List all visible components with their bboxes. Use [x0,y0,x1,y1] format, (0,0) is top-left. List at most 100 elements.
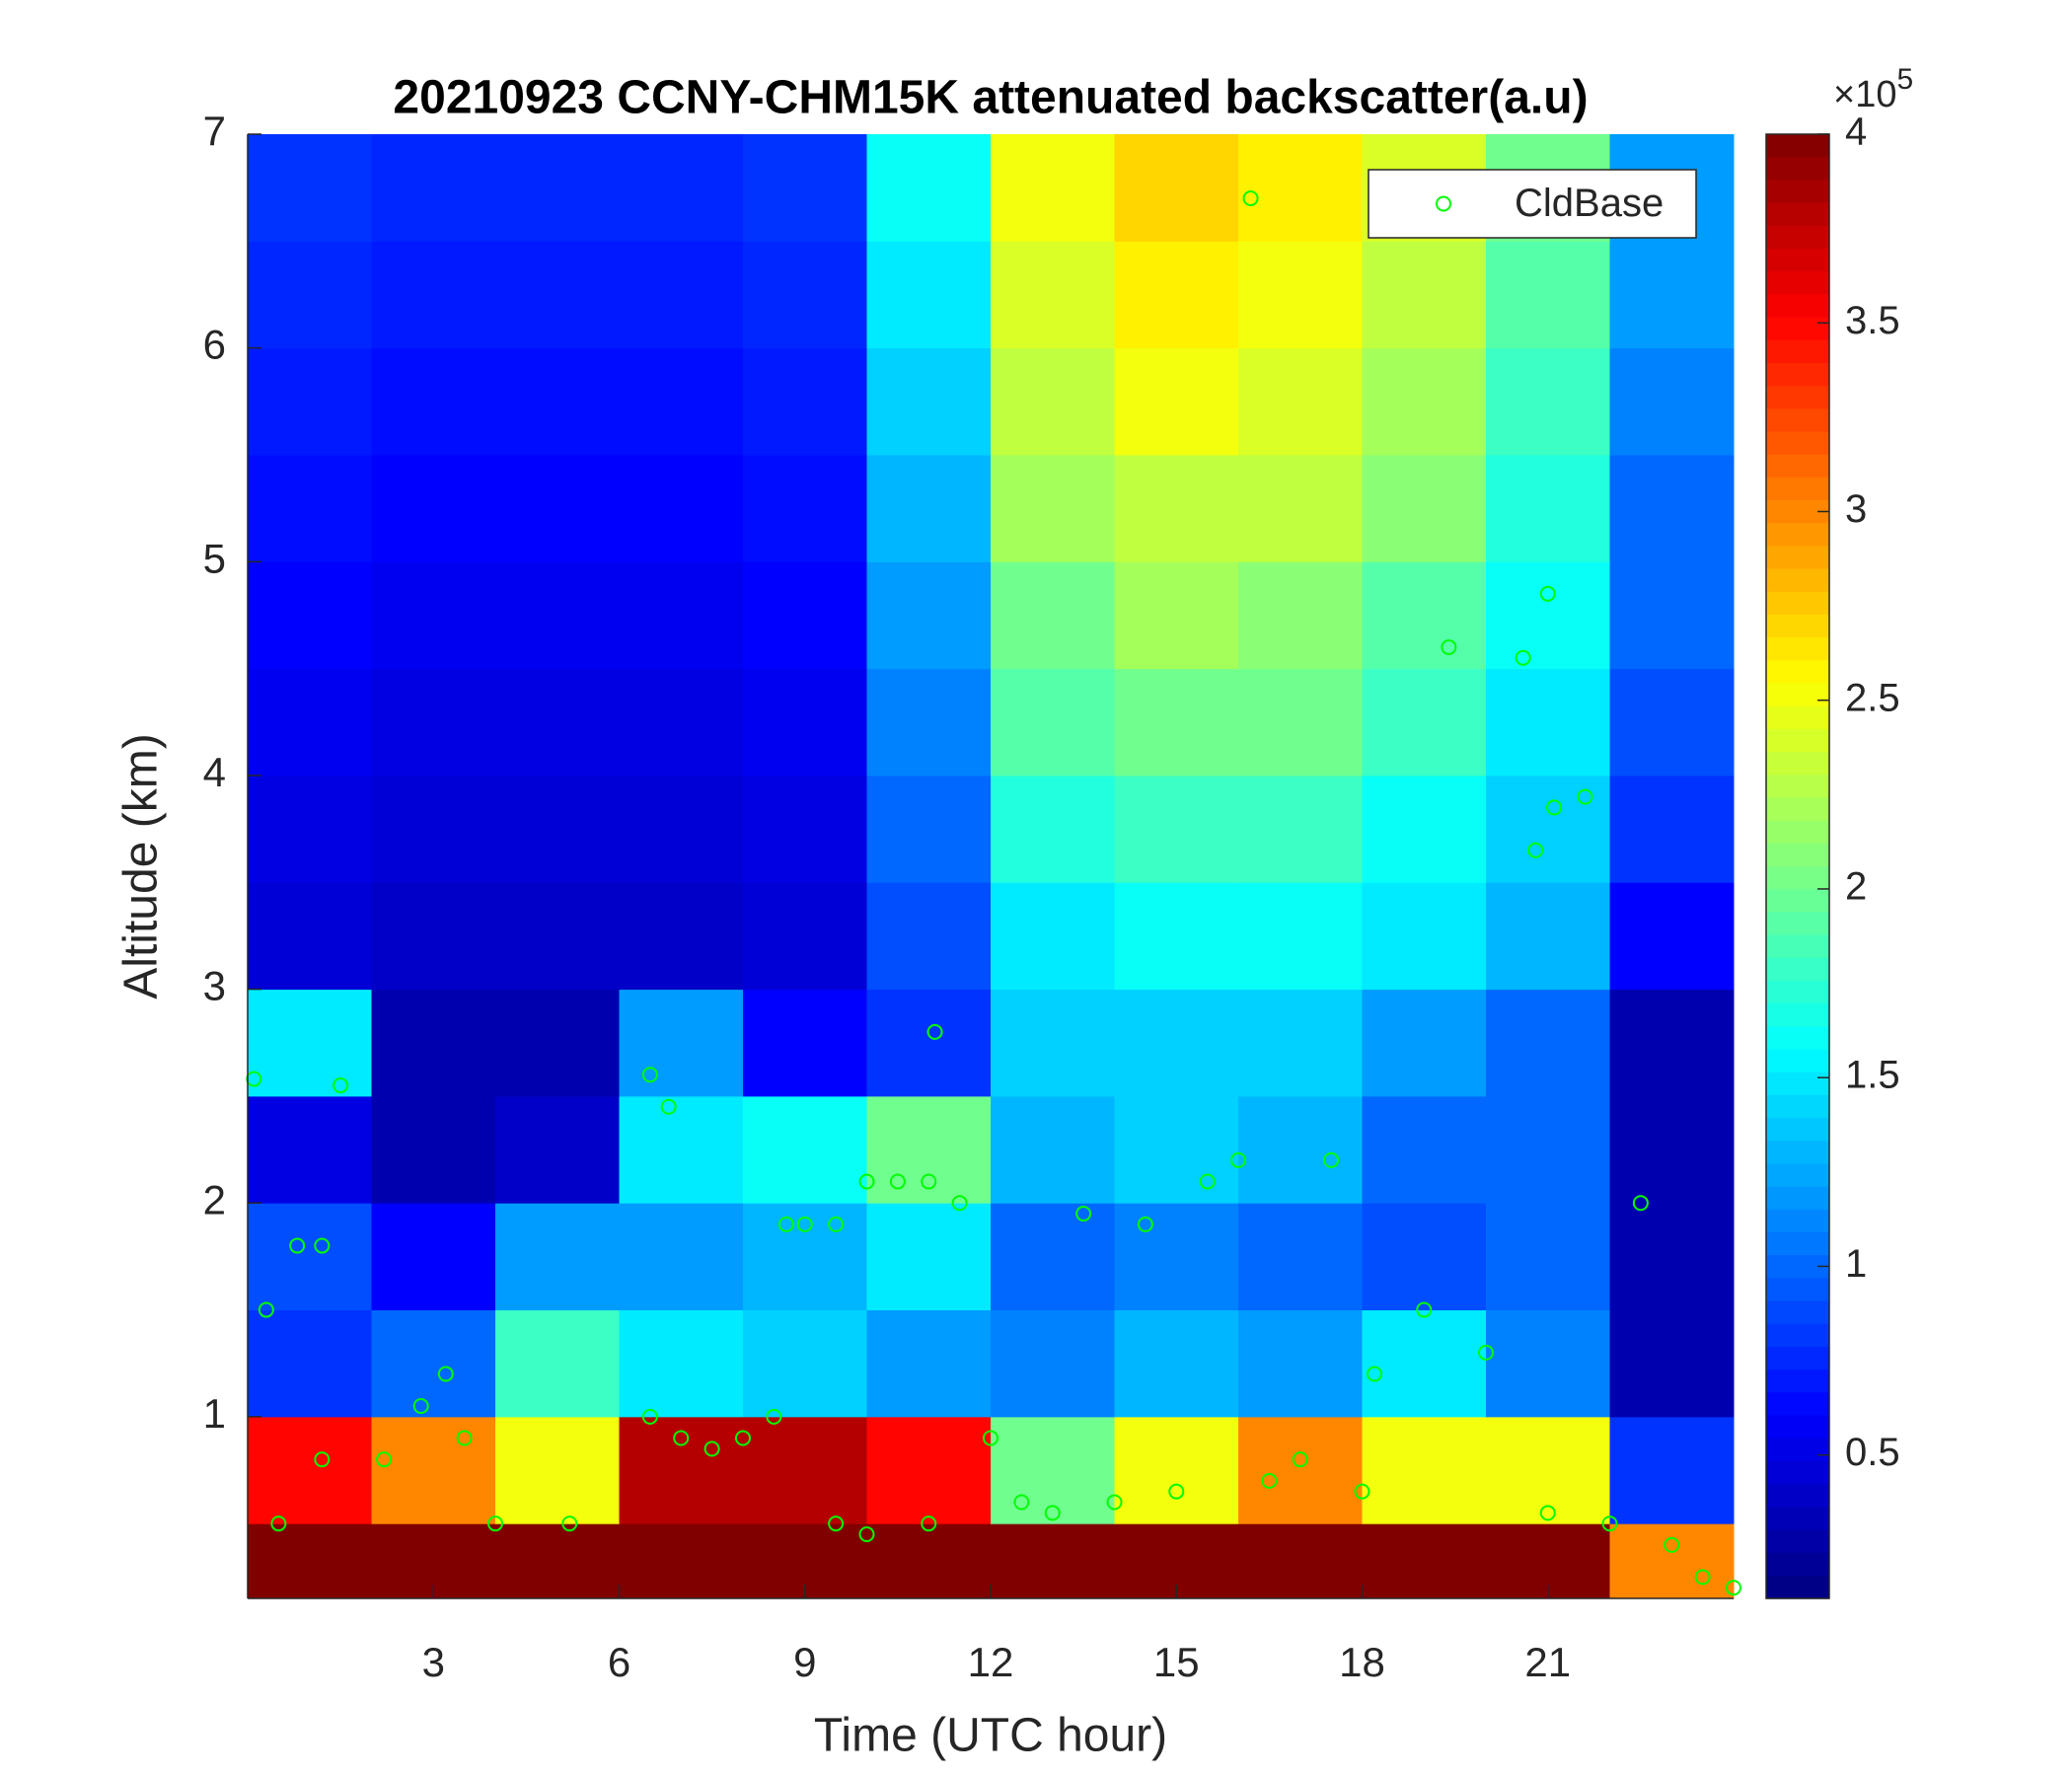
cloud-base-point [1441,638,1457,655]
heatmap-cell [495,668,620,777]
heatmap-cell [1238,668,1363,777]
x-tick-label: 9 [793,1639,816,1685]
heatmap-cell [371,241,496,349]
heatmap-cell [371,775,496,883]
cloud-base-point [1013,1494,1030,1511]
heatmap-cell [1238,1523,1363,1599]
heatmap-cell [743,561,867,670]
heatmap-cell [1114,668,1239,777]
colorbar-segment [1766,1141,1829,1165]
cloud-base-point [1539,1505,1556,1521]
colorbar-segment [1766,1163,1829,1188]
colorbar-segment [1766,1186,1829,1211]
colorbar-segment [1766,294,1829,319]
colorbar-segment [1766,134,1829,158]
y-tick-label: 1 [203,1390,226,1437]
colorbar-segment [1766,1323,1829,1348]
colorbar-segment [1766,271,1829,295]
cloud-base-point [921,1516,937,1532]
colorbar-segment [1766,797,1829,822]
colorbar-segment [1766,1552,1829,1577]
heatmap-cell [743,454,867,562]
cloud-base-point [1075,1206,1092,1222]
heatmap-cell [991,668,1115,777]
cloud-base-point [1515,649,1531,666]
cloud-base-point [1354,1483,1370,1500]
heatmap-cell [371,347,496,456]
heatmap-cell [1486,347,1610,456]
x-tick-label: 3 [422,1639,445,1685]
heatmap-cell [371,561,496,670]
cloud-base-point [858,1173,875,1190]
heatmap-cell [866,1309,992,1418]
colorbar-segment [1766,957,1829,982]
cloud-base-point [1137,1216,1153,1232]
cloud-base-point [1546,799,1563,816]
cloud-base-point [487,1516,503,1532]
heatmap-cell [991,882,1115,991]
heatmap-cell [991,1416,1115,1524]
colorbar-segment [1766,1460,1829,1485]
heatmap-cell [991,1203,1115,1311]
colorbar-segment [1766,568,1829,593]
cloud-base-point [858,1526,875,1543]
heatmap-cell [1238,134,1363,242]
heatmap-cell [248,668,372,777]
heatmap-cell [1609,347,1735,456]
heatmap-cell [619,134,744,242]
heatmap-cell [1114,347,1239,456]
colorbar-segment [1766,1369,1829,1393]
cloud-base-point [1261,1472,1278,1489]
heatmap-cell [866,989,992,1097]
heatmap-cell [866,882,992,991]
heatmap-cell [248,1095,372,1204]
heatmap-cell [248,1203,372,1311]
x-axis-label: Time (UTC hour) [814,1710,1167,1762]
heatmap-cell [743,668,867,777]
colorbar-tick-label: 0.5 [1845,1431,1900,1474]
heatmap-cell [1609,775,1735,883]
heatmap-cell [1486,561,1610,670]
colorbar-segment [1766,477,1829,501]
colorbar-segment [1766,1232,1829,1256]
cloud-base-point [1539,585,1556,602]
colorbar-exponent: 5 [1896,63,1913,96]
heatmap-cell [619,1309,744,1418]
colorbar-tick-label: 2.5 [1845,676,1900,719]
colorbar-segment [1766,843,1829,867]
colorbar-frame [1765,133,1830,1599]
heatmap-cell [495,454,620,562]
heatmap-cell [495,775,620,883]
heatmap-cell [1114,775,1239,883]
legend-label: CldBase [1515,182,1664,225]
heatmap-cell [866,1416,992,1524]
colorbar-segment [1766,454,1829,479]
heatmap-cell [619,989,744,1097]
heatmap-cell [619,1095,744,1204]
heatmap-cell [371,989,496,1097]
heatmap-cell [991,1309,1115,1418]
cloud-base-point [703,1441,720,1457]
colorbar-multiplier: ×105 [1833,63,1913,115]
heatmap-cell [1609,561,1735,670]
heatmap-cell [248,454,372,562]
heatmap-cell [1486,1416,1610,1524]
y-tick-label: 7 [203,108,226,154]
heatmap-cell [371,1416,496,1524]
cloud-base-point [1478,1344,1494,1361]
heatmap-cell [248,1416,372,1524]
heatmap-cell [1609,668,1735,777]
cloud-base-point [660,1098,677,1115]
cloud-base-point [376,1451,393,1468]
heatmap-cell [1114,241,1239,349]
cloud-base-point [1664,1536,1680,1553]
heatmap-cell [1238,561,1363,670]
heatmap-cell [619,347,744,456]
cloud-base-point [456,1430,473,1446]
colorbar-segment [1766,775,1829,799]
colorbar-segment [1766,500,1829,524]
cloud-base-point [1726,1580,1741,1596]
heatmap-cell [1362,1095,1487,1204]
heatmap-cell [1114,1416,1239,1524]
cloud-base-point [796,1216,813,1232]
